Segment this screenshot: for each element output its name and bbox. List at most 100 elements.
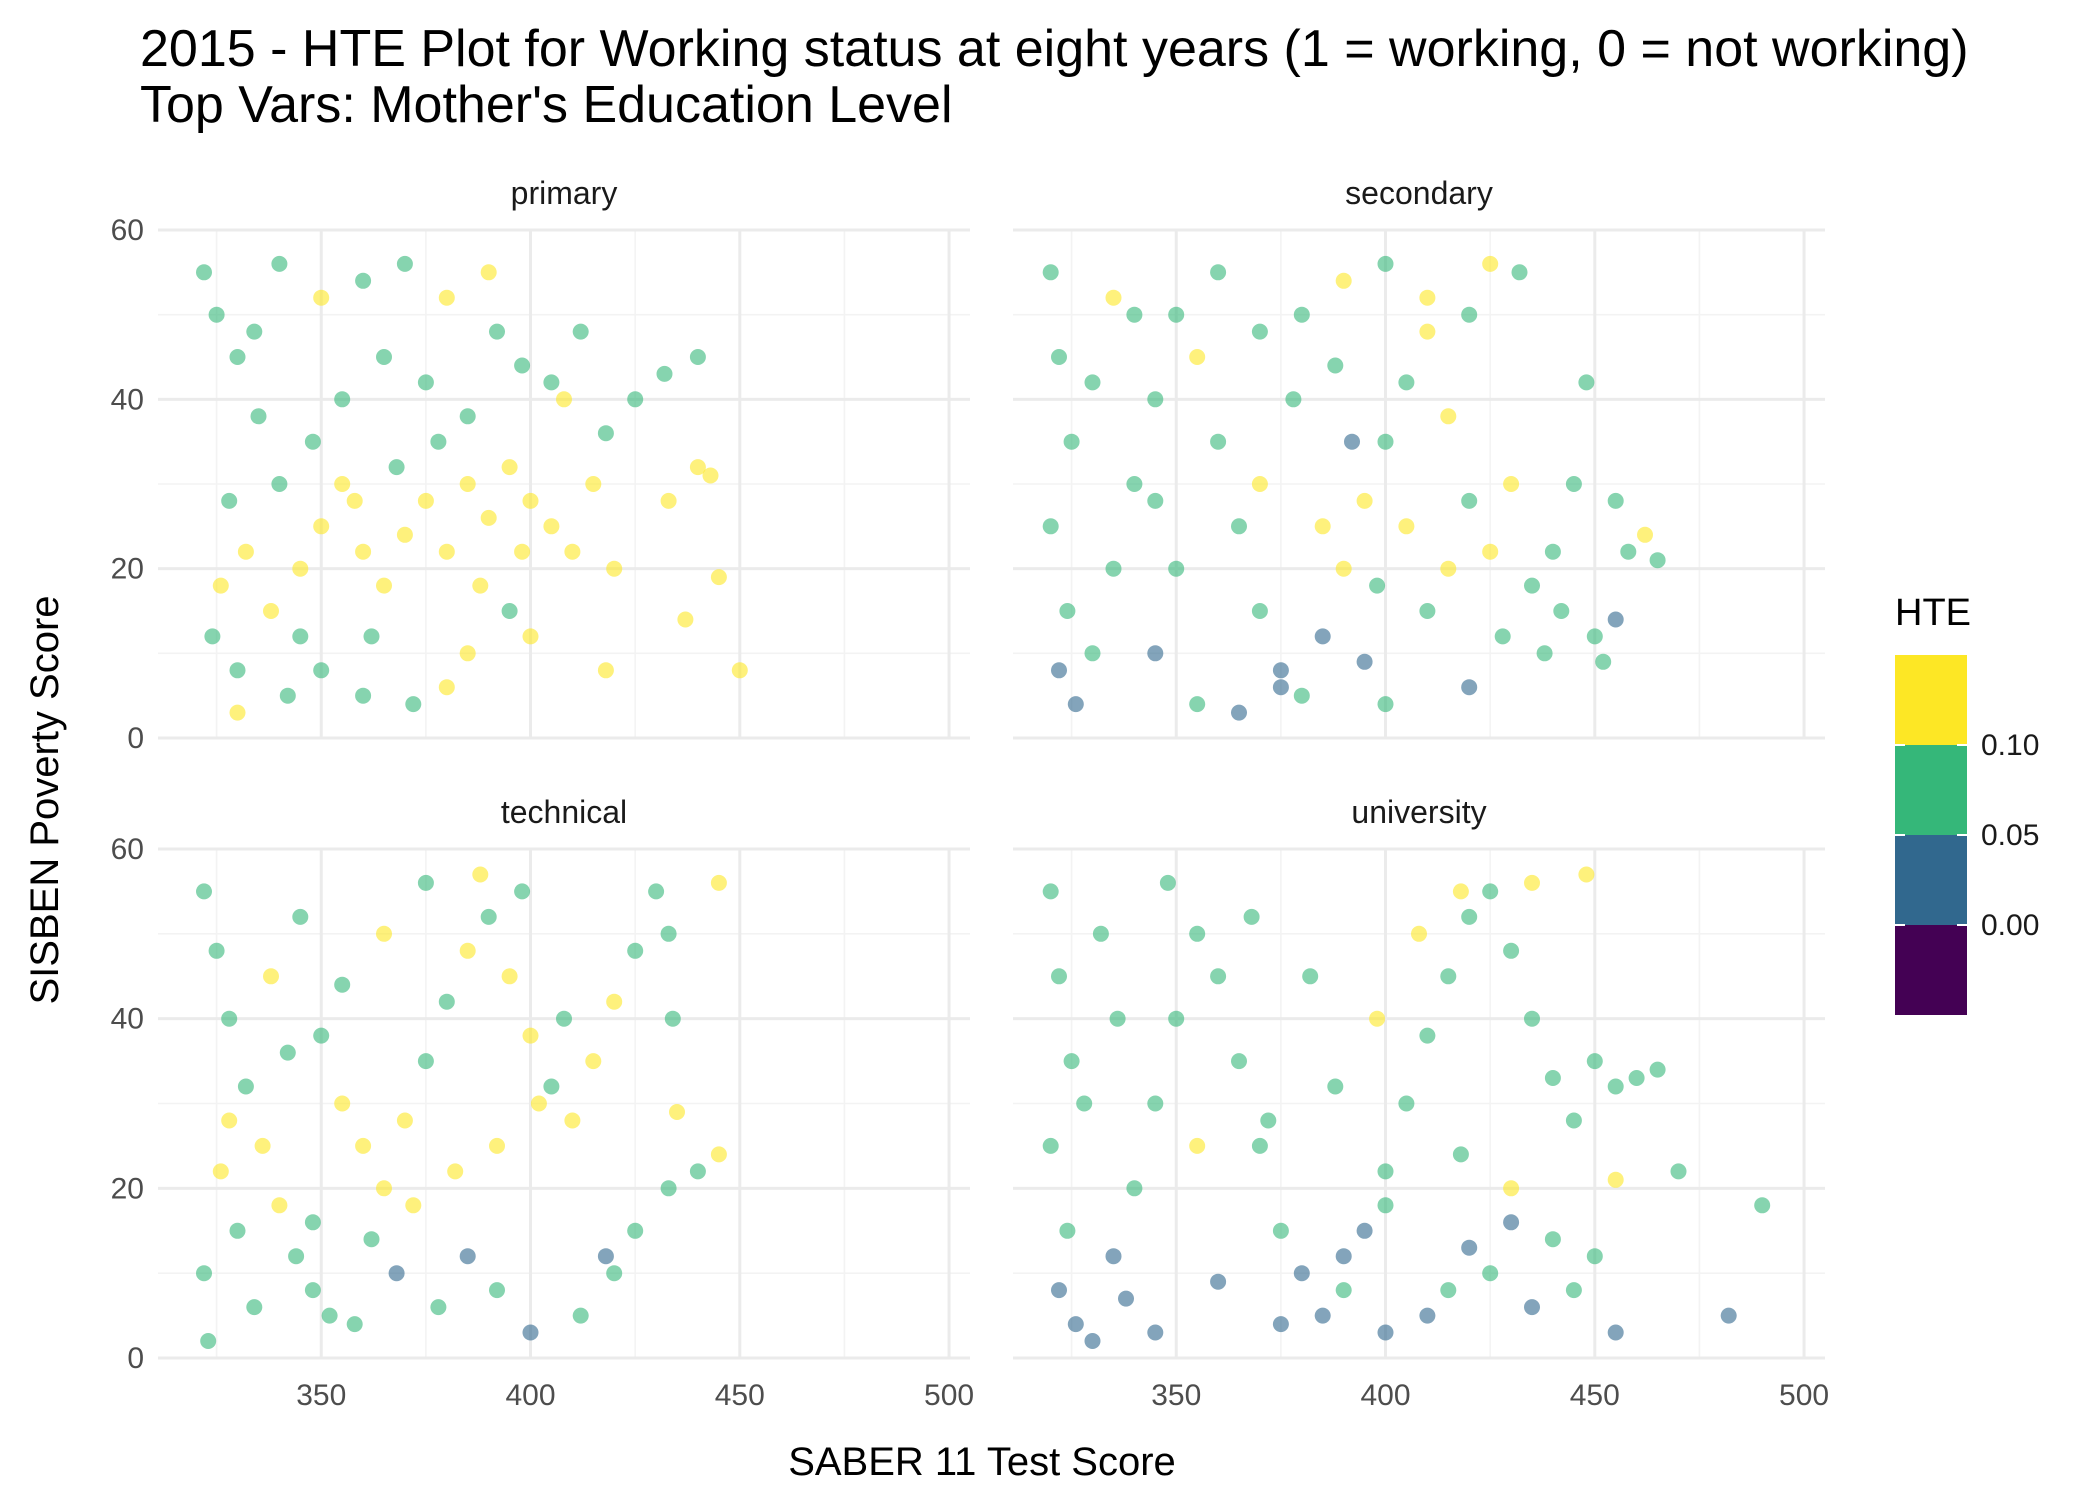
data-point [1272,679,1289,696]
data-point [1482,883,1499,900]
data-point [346,492,363,509]
data-point [1356,492,1373,509]
data-point [313,662,330,679]
data-point [388,459,405,476]
data-point [417,874,434,891]
data-point [1231,518,1247,535]
data-point [648,883,665,900]
data-point [627,1222,644,1239]
x-tick-label: 400 [505,1379,555,1412]
data-point [1398,1095,1415,1112]
data-point [731,662,748,679]
data-point [271,476,288,492]
data-point [1251,1137,1268,1154]
data-point [656,365,673,382]
data-point [1210,264,1227,281]
data-point [1293,1265,1310,1282]
data-point [334,476,351,492]
data-point [396,526,413,543]
data-point [459,942,476,959]
facet-panels: primary 0 20 40 60 secondary technical 0 20 40 60 3… [111,175,1829,1412]
data-point [1369,1010,1386,1027]
data-point [556,391,572,408]
data-point [221,492,238,509]
data-point [501,459,518,476]
data-point [438,289,455,306]
data-point [1344,433,1360,450]
data-point [279,1044,296,1061]
data-point [1565,1282,1582,1299]
legend: HTE 0.10 0.05 0.00 [1895,592,2039,1015]
data-point [572,323,589,340]
data-point [334,391,351,408]
data-point [1231,704,1247,721]
data-point [1168,306,1185,323]
data-point [1503,1180,1520,1197]
data-point [480,509,497,526]
data-point [363,1231,380,1248]
data-point [271,1197,288,1214]
data-point [1607,1078,1624,1095]
data-point [1243,908,1260,925]
data-point [279,687,296,704]
data-point [254,1137,271,1154]
data-point [313,289,330,306]
data-point [1109,1010,1126,1027]
data-point [355,543,372,560]
data-point [1461,679,1478,696]
data-point [1356,653,1373,670]
data-point [430,433,447,450]
data-point [627,391,644,408]
data-point [1314,1307,1331,1324]
data-point [677,611,694,628]
facet-panel-secondary: secondary [1013,175,1825,740]
data-point [1377,1324,1394,1341]
data-point [1272,662,1289,679]
data-point [1042,264,1059,281]
data-point [1440,968,1457,985]
data-point [388,1265,405,1282]
data-point [597,1248,614,1265]
data-point [396,1112,413,1129]
data-point [1440,560,1457,577]
data-point [1398,518,1415,535]
data-point [1452,1146,1469,1163]
data-point [1042,883,1059,900]
facet-strip-label: university [1351,794,1486,830]
data-point [1565,476,1582,492]
data-point [1302,968,1319,985]
data-point [1628,1070,1645,1086]
data-point [1377,1197,1394,1214]
data-point [1051,968,1067,985]
data-point [606,1265,623,1282]
data-point [489,323,505,340]
data-point [514,883,531,900]
y-tick-label: 20 [111,1172,144,1205]
data-point [1578,866,1595,883]
data-point [237,1078,254,1095]
data-point [459,476,476,492]
data-point [196,264,212,281]
y-tick-label: 0 [127,722,144,755]
legend-break-label: 0.05 [1981,819,2039,852]
data-point [572,1307,589,1324]
data-point [1189,1137,1206,1154]
data-point [1092,925,1109,942]
data-point [1251,476,1268,492]
data-point [501,968,518,985]
data-point [1126,306,1143,323]
data-point [1419,323,1436,340]
data-point [1051,662,1067,679]
data-point [334,1095,351,1112]
data-point [208,942,225,959]
data-point [489,1282,505,1299]
data-point [1482,255,1499,272]
data-point [1544,1070,1561,1086]
data-point [1059,603,1076,619]
data-point [1565,1112,1582,1129]
data-point [522,1324,539,1341]
data-point [459,408,476,425]
data-point [1419,603,1436,619]
facet-panel-technical: technical 0 20 40 60 350 400 450 500 [111,794,974,1412]
y-tick-label: 20 [111,553,144,586]
